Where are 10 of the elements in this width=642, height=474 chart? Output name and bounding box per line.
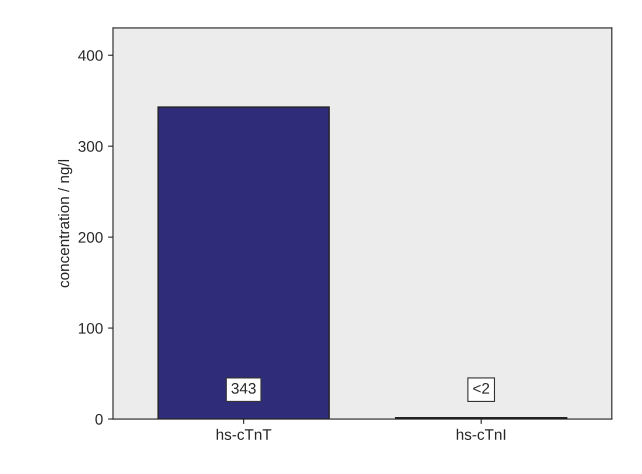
y-tick-label: 300 [78, 141, 103, 152]
x-tick-label: hs-cTnI [456, 428, 506, 440]
x-tick-label: hs-cTnT [216, 428, 272, 440]
y-tick-label: 200 [78, 232, 103, 243]
y-tick-label: 100 [78, 322, 103, 334]
y-tick-label: 400 [78, 50, 103, 61]
data-label: 343 [231, 382, 256, 394]
y-axis-title: concentration / ng/l [58, 160, 72, 288]
y-tick-label: 0 [95, 414, 103, 425]
data-label: <2 [473, 382, 490, 394]
